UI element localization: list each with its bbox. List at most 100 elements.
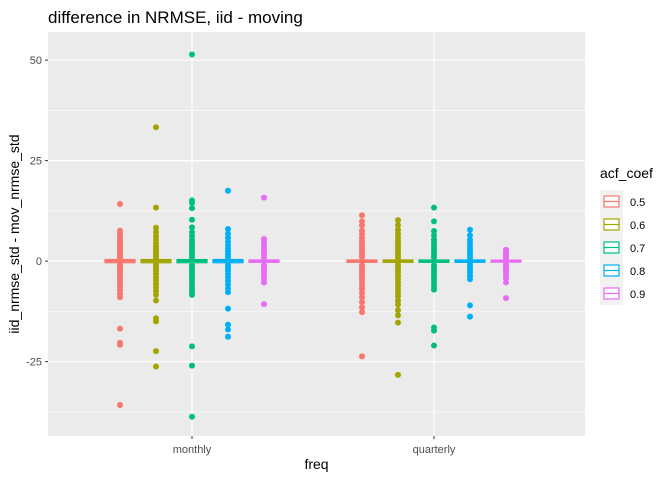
legend-item-0.6: 0.6 [600,213,645,236]
data-point [395,371,401,378]
data-point [359,309,365,316]
data-point [359,222,365,229]
data-point [359,294,365,301]
data-point [395,221,401,228]
x-axis-label: freq [304,456,328,472]
data-point [261,194,267,201]
data-point [225,305,231,312]
data-point [153,224,159,231]
box-0.6-monthly [140,124,172,370]
data-point [225,289,231,296]
data-point [117,325,123,332]
data-point [431,286,437,293]
box-0.6-quarterly [382,217,414,378]
data-point [189,343,195,350]
data-point [189,413,195,420]
data-point [117,341,123,348]
data-point [189,254,195,261]
data-point [153,204,159,211]
data-point [153,291,159,298]
data-point [189,291,195,298]
data-point [395,217,401,224]
data-point [225,225,231,232]
data-point [503,275,509,282]
data-point [359,299,365,306]
data-point [189,224,195,231]
box-0.7-monthly [176,51,208,420]
data-point [467,276,473,283]
data-point [467,226,473,233]
data-point [153,348,159,355]
legend-title: acf_coef [600,165,653,181]
data-point [359,212,365,219]
legend-label: 0.7 [630,243,645,255]
legend-item-0.7: 0.7 [600,236,645,259]
data-point [189,205,195,212]
data-point [431,254,437,261]
data-point [395,319,401,326]
box-0.9-quarterly [490,246,522,302]
data-point [431,327,437,334]
legend-item-0.9: 0.9 [600,282,645,305]
data-point [153,363,159,370]
data-point [189,362,195,369]
box-0.5-monthly [104,201,136,409]
grid-minor [48,110,585,413]
data-point [395,307,401,314]
data-point [153,254,159,261]
data-point [189,216,195,223]
data-point [431,204,437,211]
data-point [467,302,473,309]
y-axis-ticks: -25 0 25 50 [26,55,48,369]
data-point [189,199,195,206]
data-point [117,402,123,409]
data-point [225,254,231,261]
data-point [431,227,437,234]
box-0.7-quarterly [418,204,450,349]
box-0.8-quarterly [454,226,486,320]
y-tick-label: 0 [36,256,42,268]
data-point [395,254,401,261]
y-axis-label: iid_nrmse_std - mov_nrmse_std [6,134,22,333]
box-0.9-monthly [248,194,280,308]
legend-item-0.8: 0.8 [600,259,645,282]
data-point [225,321,231,328]
data-point [503,295,509,302]
data-point [467,313,473,320]
data-point [153,318,159,325]
x-tick-label: monthly [173,444,212,456]
plot-panel [48,32,585,436]
legend-label: 0.5 [630,197,645,209]
x-axis-ticks: monthly quarterly [173,436,456,456]
data-point [117,254,123,261]
legend-label: 0.9 [630,289,645,301]
data-point [503,279,509,286]
chart-title: difference in NRMSE, iid - moving [48,8,303,27]
data-point [503,254,509,261]
data-point [359,353,365,360]
legend-item-0.5: 0.5 [600,190,645,213]
legend-label: 0.8 [630,266,645,278]
data-point [153,297,159,304]
data-point [395,312,401,319]
data-point [225,187,231,194]
data-point [395,301,401,308]
data-point [467,232,473,239]
y-tick-label: 50 [30,55,42,67]
box-0.8-monthly [212,187,244,340]
y-tick-label: 25 [30,156,42,168]
data-point [431,342,437,349]
data-point [261,301,267,308]
legend: acf_coef 0.5 0.6 0.7 0.8 0.9 [600,165,653,305]
data-point [467,254,473,261]
legend-label: 0.6 [630,220,645,232]
data-point [225,333,231,340]
data-point [117,294,123,301]
y-tick-label: -25 [26,357,42,369]
data-point [117,201,123,208]
x-tick-label: quarterly [413,444,456,456]
box-0.5-quarterly [346,212,378,360]
data-point [359,254,365,261]
data-point [225,326,231,333]
chart-marks [104,51,522,420]
